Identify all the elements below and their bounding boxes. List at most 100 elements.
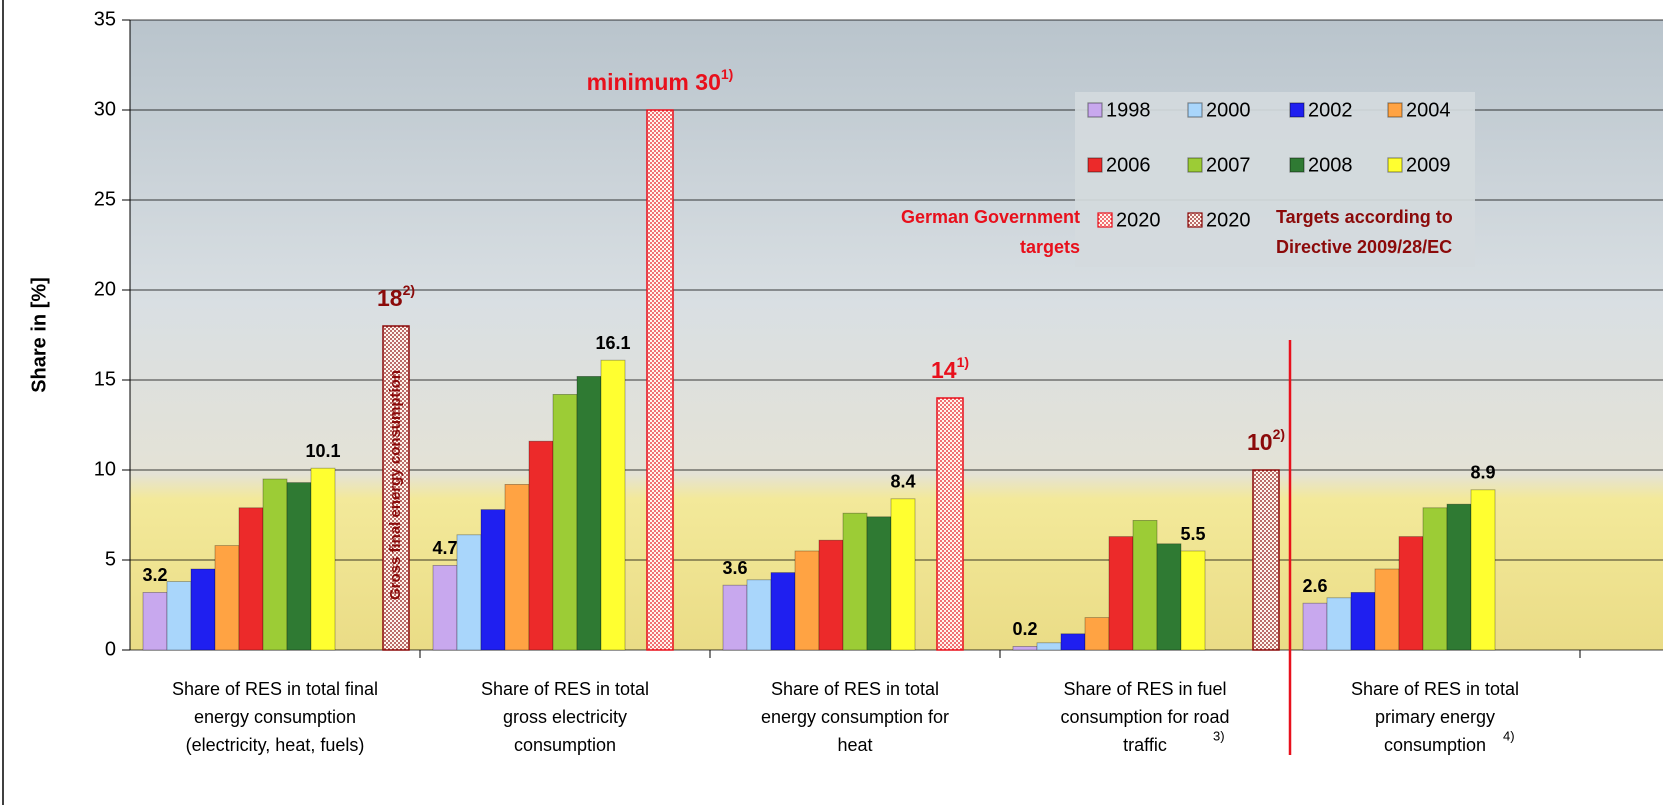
y-tick-label: 35 xyxy=(94,8,116,30)
bar xyxy=(311,468,335,650)
x-tick-label: traffic xyxy=(1123,735,1167,755)
bar xyxy=(1181,551,1205,650)
x-tick-label: (electricity, heat, fuels) xyxy=(186,735,365,755)
bar xyxy=(1157,544,1181,650)
x-tick-label: energy consumption for xyxy=(761,707,949,727)
bar xyxy=(433,565,457,650)
bar xyxy=(771,573,795,650)
data-label: 3.6 xyxy=(722,558,747,578)
data-label-value: 18 xyxy=(377,285,403,311)
bar xyxy=(143,592,167,650)
x-tick-label: Share of RES in total xyxy=(1351,679,1519,699)
bar xyxy=(891,499,915,650)
legend-swatch xyxy=(1388,158,1402,172)
bar xyxy=(1133,520,1157,650)
bar xyxy=(215,546,239,650)
x-tick-label: Share of RES in total xyxy=(481,679,649,699)
bar xyxy=(553,394,577,650)
x-tick-label: energy consumption xyxy=(194,707,356,727)
bar xyxy=(505,484,529,650)
bar xyxy=(795,551,819,650)
bar xyxy=(1037,643,1061,650)
data-label: minimum 301) xyxy=(587,66,734,95)
legend-label: 2020 xyxy=(1116,209,1161,231)
bar xyxy=(819,540,843,650)
bar xyxy=(867,517,891,650)
bar xyxy=(1061,634,1085,650)
data-label: 16.1 xyxy=(595,333,630,353)
bar xyxy=(1013,646,1037,650)
legend-label: 1998 xyxy=(1106,99,1151,121)
legend-swatch xyxy=(1188,158,1202,172)
bar xyxy=(647,110,673,650)
data-label: 10.1 xyxy=(305,441,340,461)
data-label: 2.6 xyxy=(1302,576,1327,596)
data-label: 4.7 xyxy=(432,538,457,558)
bar xyxy=(1423,508,1447,650)
legend-swatch xyxy=(1290,158,1304,172)
data-label-value: 10 xyxy=(1247,429,1273,455)
data-label-note: 1) xyxy=(721,66,733,82)
bar xyxy=(601,360,625,650)
y-axis-label: Share in [%] xyxy=(28,277,50,393)
legend-label: 2007 xyxy=(1206,154,1251,176)
x-tick-label: heat xyxy=(837,735,872,755)
x-tick-label: Share of RES in total final xyxy=(172,679,378,699)
data-label-note: 2) xyxy=(403,282,415,298)
legend-note: Directive 2009/28/EC xyxy=(1276,237,1452,257)
bar xyxy=(263,479,287,650)
bar xyxy=(1085,618,1109,650)
legend-label: 2020 xyxy=(1206,209,1251,231)
y-tick-label: 10 xyxy=(94,458,116,480)
x-tick-label: consumption xyxy=(514,735,616,755)
x-tick-label: consumption xyxy=(1384,735,1486,755)
legend-swatch xyxy=(1388,103,1402,117)
bar xyxy=(577,376,601,650)
bar xyxy=(1375,569,1399,650)
annotation: Gross final energy consumption xyxy=(387,370,404,600)
legend-label: 2009 xyxy=(1406,154,1451,176)
y-tick-label: 5 xyxy=(105,548,116,570)
legend-label: 2004 xyxy=(1406,99,1451,121)
legend-label: 2000 xyxy=(1206,99,1251,121)
y-tick-label: 20 xyxy=(94,278,116,300)
data-label: 5.5 xyxy=(1180,524,1205,544)
x-tick-label: gross electricity xyxy=(503,707,627,727)
data-label-value: minimum 30 xyxy=(587,69,721,95)
legend-label: 2006 xyxy=(1106,154,1151,176)
data-label: 3.2 xyxy=(142,565,167,585)
bar xyxy=(747,580,771,650)
bar xyxy=(1109,537,1133,650)
chart: 3.24.73.60.22.610.116.18.45.58.9minimum … xyxy=(0,0,1663,805)
data-label-note: 1) xyxy=(957,354,969,370)
legend-swatch xyxy=(1088,158,1102,172)
bar xyxy=(1447,504,1471,650)
x-tick-note: 3) xyxy=(1213,728,1225,743)
legend-swatch xyxy=(1188,213,1202,227)
x-tick-label: primary energy xyxy=(1375,707,1495,727)
bar xyxy=(191,569,215,650)
data-label: 8.9 xyxy=(1470,463,1495,483)
x-tick-label: consumption for road xyxy=(1060,707,1229,727)
y-tick-label: 0 xyxy=(105,638,116,660)
legend-label: 2002 xyxy=(1308,99,1353,121)
legend-swatch xyxy=(1290,103,1304,117)
x-tick-label: Share of RES in fuel xyxy=(1063,679,1226,699)
bar xyxy=(1351,592,1375,650)
bar xyxy=(723,585,747,650)
y-tick-label: 25 xyxy=(94,188,116,210)
legend-swatch xyxy=(1188,103,1202,117)
legend-note: German Government xyxy=(901,207,1080,227)
bar xyxy=(481,510,505,650)
legend-swatch xyxy=(1088,103,1102,117)
x-tick-label: Share of RES in total xyxy=(771,679,939,699)
legend-label: 2008 xyxy=(1308,154,1353,176)
legend-note: targets xyxy=(1020,237,1080,257)
bar xyxy=(457,535,481,650)
bar xyxy=(167,582,191,650)
bar xyxy=(1303,603,1327,650)
data-label: 8.4 xyxy=(890,472,915,492)
data-label-value: 14 xyxy=(931,357,957,383)
bar xyxy=(529,441,553,650)
data-label-note: 2) xyxy=(1273,426,1285,442)
